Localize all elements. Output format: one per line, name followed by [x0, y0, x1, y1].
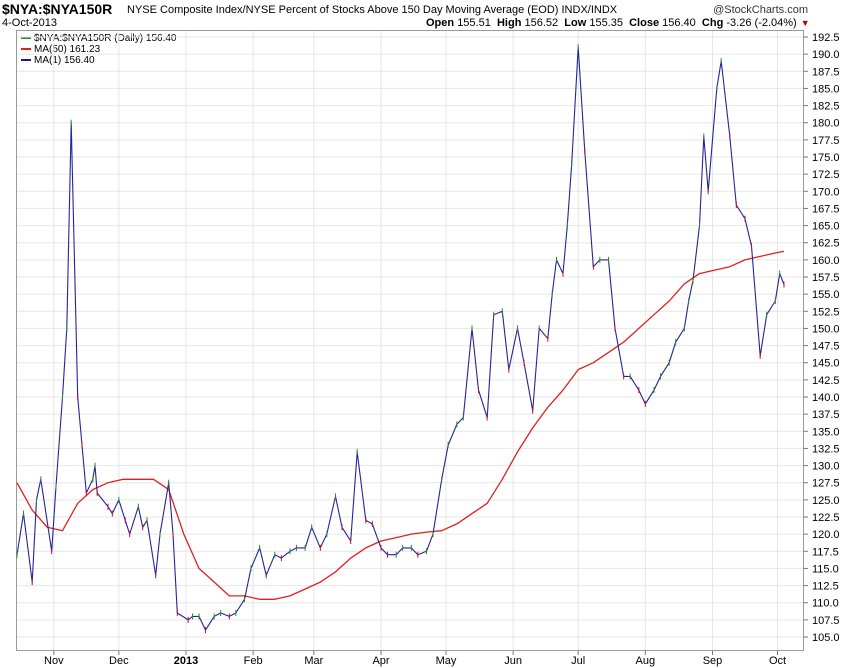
legend-label-price: $NYA:$NYA150R (Daily) 156.40 [34, 33, 177, 44]
low-value: 155.35 [589, 17, 623, 29]
y-tick-label: 167.5 [812, 203, 840, 215]
legend-item-price: $NYA:$NYA150R (Daily) 156.40 [21, 33, 176, 44]
low-label: Low [564, 17, 587, 29]
x-tick-label: Feb [244, 655, 263, 667]
y-tick-label: 135.0 [812, 426, 840, 438]
ma50-line [16, 250, 785, 600]
chg-value: -3.26 (-2.04%) [726, 17, 797, 29]
high-label: High [496, 17, 522, 29]
legend-item-ma50: MA(50) 161.23 [21, 44, 176, 55]
chg-label: Chg [701, 17, 724, 29]
y-tick-label: 180.0 [812, 118, 840, 130]
legend-swatch-price [21, 37, 31, 40]
y-tick-label: 140.0 [812, 392, 840, 404]
watermark: @StockCharts.com [713, 4, 808, 16]
legend-label-ma50: MA(50) 161.23 [34, 44, 101, 55]
y-tick-label: 182.5 [812, 101, 840, 113]
open-label: Open [426, 17, 455, 29]
x-tick-label: May [436, 655, 457, 667]
y-tick-label: 110.0 [812, 598, 839, 610]
chart-description: NYSE Composite Index/NYSE Percent of Sto… [127, 4, 618, 16]
y-tick-label: 127.5 [812, 478, 840, 490]
y-tick-label: 107.5 [812, 615, 840, 627]
y-tick-label: 147.5 [812, 341, 840, 353]
y-tick-label: 177.5 [812, 135, 840, 147]
x-tick-label: Jun [504, 655, 522, 667]
y-tick-label: 115.0 [812, 563, 839, 575]
x-tick-label: Mar [304, 655, 323, 667]
ohlc-readout: Open 155.51 High 156.52 Low 155.35 Close… [426, 17, 810, 29]
y-tick-label: 122.5 [812, 512, 840, 524]
y-tick-label: 120.0 [812, 529, 840, 541]
y-tick-label: 132.5 [812, 443, 840, 455]
high-value: 156.52 [524, 17, 559, 29]
y-tick-label: 172.5 [812, 169, 840, 181]
y-tick-label: 142.5 [812, 375, 840, 387]
x-tick-label: Apr [372, 655, 389, 667]
y-tick-label: 130.0 [812, 461, 840, 473]
y-tick-label: 155.0 [812, 289, 840, 301]
y-tick-label: 165.0 [812, 221, 840, 233]
y-tick-label: 105.0 [812, 632, 840, 644]
y-tick-label: 190.0 [812, 49, 840, 61]
legend-label-ma1: MA(1) 156.40 [34, 55, 95, 66]
x-tick-label: Oct [769, 655, 786, 667]
chart-header: $NYA:$NYA150R NYSE Composite Index/NYSE … [0, 0, 850, 30]
y-tick-label: 162.5 [812, 238, 840, 250]
open-value: 155.51 [457, 17, 491, 29]
y-tick-label: 125.0 [812, 495, 840, 507]
legend-item-ma1: MA(1) 156.40 [21, 55, 176, 66]
y-tick-label: 145.0 [812, 358, 840, 370]
legend-swatch-ma50 [21, 48, 31, 51]
y-tick-label: 175.0 [812, 152, 840, 164]
chart-legend: $NYA:$NYA150R (Daily) 156.40 MA(50) 161.… [21, 33, 176, 66]
y-tick-label: 152.5 [812, 306, 840, 318]
x-tick-label: Aug [636, 655, 656, 667]
y-tick-label: 170.0 [812, 186, 840, 198]
down-arrow-icon: ▼ [800, 18, 810, 28]
chart-date: 4-Oct-2013 [2, 17, 58, 29]
y-tick-label: 192.5 [812, 32, 840, 44]
y-tick-label: 187.5 [812, 66, 840, 78]
x-tick-label: 2013 [174, 655, 198, 667]
y-tick-label: 112.5 [812, 581, 839, 593]
y-tick-label: 150.0 [812, 323, 840, 335]
y-tick-label: 117.5 [812, 546, 839, 558]
price-line [16, 46, 785, 631]
close-value: 156.40 [662, 17, 696, 29]
close-label: Close [629, 17, 660, 29]
y-tick-label: 157.5 [812, 272, 840, 284]
y-tick-label: 160.0 [812, 255, 840, 267]
y-tick-label: 137.5 [812, 409, 840, 421]
x-tick-label: Jul [571, 655, 585, 667]
y-tick-label: 185.0 [812, 83, 840, 95]
legend-swatch-ma1 [21, 59, 31, 62]
ticker-symbol: $NYA:$NYA150R [2, 1, 113, 17]
x-tick-label: Sep [703, 655, 723, 667]
x-tick-label: Dec [109, 655, 129, 667]
x-tick-label: Nov [44, 655, 64, 667]
